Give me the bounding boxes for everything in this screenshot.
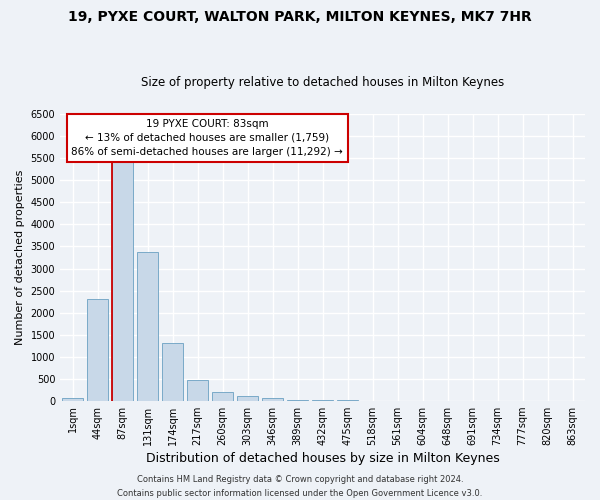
Bar: [262, 398, 283, 400]
Bar: [162, 344, 183, 400]
Text: 19 PYXE COURT: 83sqm
← 13% of detached houses are smaller (1,759)
86% of semi-de: 19 PYXE COURT: 83sqm ← 13% of detached h…: [71, 118, 343, 158]
Bar: [237, 396, 258, 400]
Y-axis label: Number of detached properties: Number of detached properties: [15, 170, 25, 345]
Bar: [87, 300, 108, 400]
Text: Contains HM Land Registry data © Crown copyright and database right 2024.
Contai: Contains HM Land Registry data © Crown c…: [118, 476, 482, 498]
Title: Size of property relative to detached houses in Milton Keynes: Size of property relative to detached ho…: [141, 76, 504, 90]
Bar: [112, 160, 133, 400]
Bar: [212, 392, 233, 400]
Bar: [137, 252, 158, 400]
Text: 19, PYXE COURT, WALTON PARK, MILTON KEYNES, MK7 7HR: 19, PYXE COURT, WALTON PARK, MILTON KEYN…: [68, 10, 532, 24]
Bar: [62, 398, 83, 400]
X-axis label: Distribution of detached houses by size in Milton Keynes: Distribution of detached houses by size …: [146, 452, 499, 465]
Bar: [187, 380, 208, 400]
